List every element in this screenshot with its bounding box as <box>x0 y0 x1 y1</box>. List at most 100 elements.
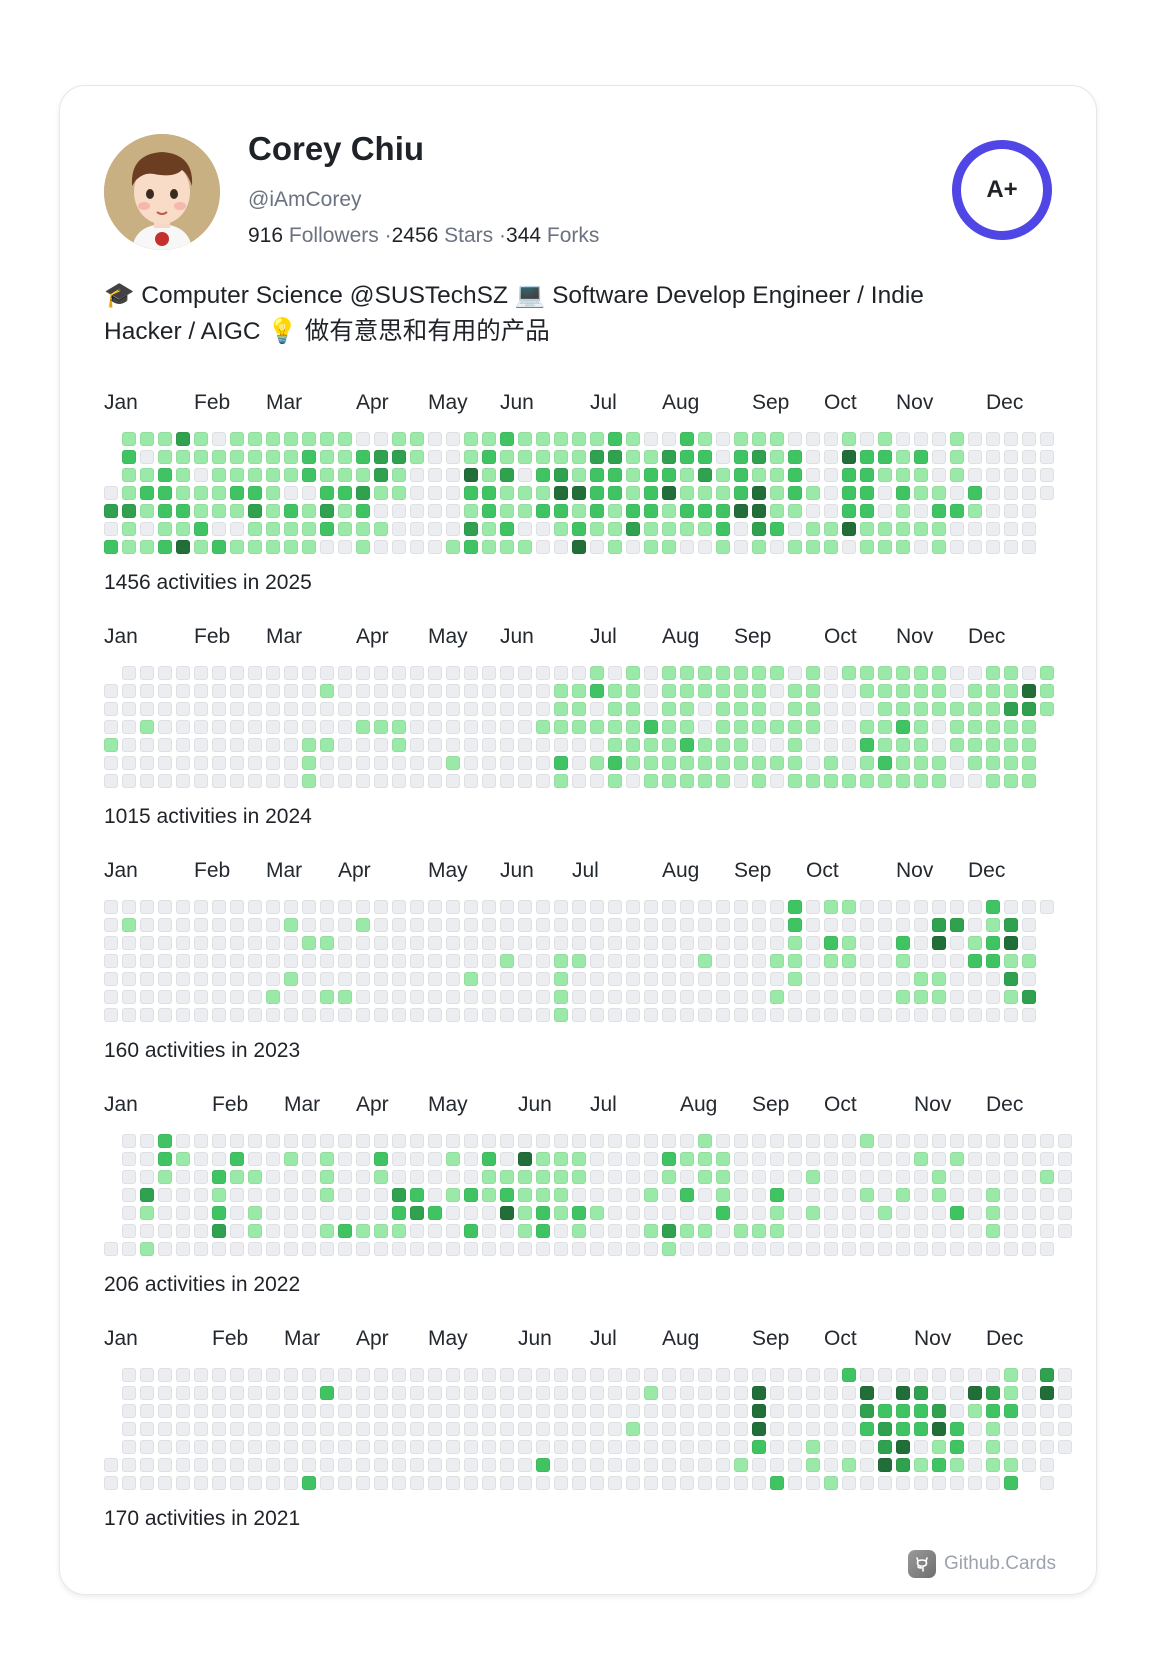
contribution-cell[interactable] <box>1040 1404 1054 1418</box>
contribution-cell[interactable] <box>878 1188 892 1202</box>
contribution-cell[interactable] <box>428 504 442 518</box>
contribution-cell[interactable] <box>572 954 586 968</box>
contribution-cell[interactable] <box>770 702 784 716</box>
contribution-cell[interactable] <box>734 666 748 680</box>
contribution-cell[interactable] <box>248 1422 262 1436</box>
contribution-cell[interactable] <box>248 1206 262 1220</box>
contribution-cell[interactable] <box>428 432 442 446</box>
contribution-cell[interactable] <box>860 954 874 968</box>
contribution-cell[interactable] <box>806 1188 820 1202</box>
contribution-cell[interactable] <box>608 666 622 680</box>
contribution-cell[interactable] <box>320 1242 334 1256</box>
contribution-cell[interactable] <box>842 684 856 698</box>
contribution-cell[interactable] <box>158 432 172 446</box>
contribution-cell[interactable] <box>878 540 892 554</box>
contribution-cell[interactable] <box>716 1476 730 1490</box>
contribution-cell[interactable] <box>248 756 262 770</box>
contribution-cell[interactable] <box>176 504 190 518</box>
contribution-cell[interactable] <box>842 1386 856 1400</box>
contribution-cell[interactable] <box>986 1386 1000 1400</box>
contribution-cell[interactable] <box>500 1134 514 1148</box>
contribution-cell[interactable] <box>464 450 478 464</box>
contribution-cell[interactable] <box>824 450 838 464</box>
contribution-cell[interactable] <box>590 1206 604 1220</box>
contribution-cell[interactable] <box>158 1422 172 1436</box>
contribution-cell[interactable] <box>284 1404 298 1418</box>
contribution-cell[interactable] <box>230 468 244 482</box>
contribution-cell[interactable] <box>374 1170 388 1184</box>
contribution-cell[interactable] <box>950 972 964 986</box>
contribution-cell[interactable] <box>752 954 766 968</box>
contribution-cell[interactable] <box>590 1008 604 1022</box>
contribution-cell[interactable] <box>248 684 262 698</box>
contribution-cell[interactable] <box>626 522 640 536</box>
contribution-cell[interactable] <box>662 900 676 914</box>
contribution-cell[interactable] <box>770 774 784 788</box>
contribution-cell[interactable] <box>824 1188 838 1202</box>
contribution-cell[interactable] <box>230 1404 244 1418</box>
contribution-cell[interactable] <box>410 1476 424 1490</box>
contribution-cell[interactable] <box>860 972 874 986</box>
contribution-cell[interactable] <box>770 954 784 968</box>
contribution-cell[interactable] <box>554 1422 568 1436</box>
contribution-cell[interactable] <box>500 1368 514 1382</box>
contribution-cell[interactable] <box>572 1134 586 1148</box>
contribution-cell[interactable] <box>806 756 820 770</box>
contribution-cell[interactable] <box>752 684 766 698</box>
contribution-cell[interactable] <box>572 1242 586 1256</box>
contribution-cell[interactable] <box>320 468 334 482</box>
contribution-cell[interactable] <box>230 1224 244 1238</box>
contribution-cell[interactable] <box>158 936 172 950</box>
contribution-cell[interactable] <box>734 1224 748 1238</box>
contribution-cell[interactable] <box>572 1386 586 1400</box>
contribution-cell[interactable] <box>986 1476 1000 1490</box>
contribution-cell[interactable] <box>266 990 280 1004</box>
contribution-cell[interactable] <box>590 702 604 716</box>
contribution-cell[interactable] <box>248 1170 262 1184</box>
contribution-cell[interactable] <box>266 504 280 518</box>
contribution-cell[interactable] <box>968 972 982 986</box>
contribution-cell[interactable] <box>932 684 946 698</box>
contribution-cell[interactable] <box>338 1476 352 1490</box>
contribution-cell[interactable] <box>680 1386 694 1400</box>
contribution-cell[interactable] <box>752 936 766 950</box>
contribution-cell[interactable] <box>320 1386 334 1400</box>
contribution-cell[interactable] <box>482 936 496 950</box>
contribution-cell[interactable] <box>842 1458 856 1472</box>
contribution-cell[interactable] <box>230 1440 244 1454</box>
contribution-cell[interactable] <box>788 738 802 752</box>
contribution-cell[interactable] <box>626 1206 640 1220</box>
contribution-cell[interactable] <box>176 936 190 950</box>
contribution-cell[interactable] <box>194 522 208 536</box>
contribution-cell[interactable] <box>590 954 604 968</box>
contribution-cell[interactable] <box>554 450 568 464</box>
contribution-cell[interactable] <box>698 486 712 500</box>
contribution-cell[interactable] <box>608 918 622 932</box>
contribution-cell[interactable] <box>248 1224 262 1238</box>
contribution-cell[interactable] <box>878 1152 892 1166</box>
contribution-cell[interactable] <box>104 774 118 788</box>
contribution-cell[interactable] <box>878 1476 892 1490</box>
contribution-cell[interactable] <box>230 504 244 518</box>
contribution-cell[interactable] <box>1040 900 1054 914</box>
contribution-cell[interactable] <box>428 1422 442 1436</box>
contribution-cell[interactable] <box>392 1386 406 1400</box>
contribution-cell[interactable] <box>626 504 640 518</box>
contribution-cell[interactable] <box>302 1242 316 1256</box>
contribution-cell[interactable] <box>464 522 478 536</box>
contribution-cell[interactable] <box>932 918 946 932</box>
contribution-cell[interactable] <box>554 1206 568 1220</box>
contribution-cell[interactable] <box>212 504 226 518</box>
contribution-cell[interactable] <box>122 1008 136 1022</box>
contribution-cell[interactable] <box>644 1404 658 1418</box>
contribution-cell[interactable] <box>842 1368 856 1382</box>
contribution-cell[interactable] <box>446 1008 460 1022</box>
contribution-cell[interactable] <box>158 738 172 752</box>
contribution-cell[interactable] <box>464 1188 478 1202</box>
contribution-cell[interactable] <box>626 990 640 1004</box>
contribution-cell[interactable] <box>680 1008 694 1022</box>
contribution-cell[interactable] <box>392 1188 406 1202</box>
contribution-cell[interactable] <box>536 900 550 914</box>
contribution-cell[interactable] <box>608 954 622 968</box>
contribution-cell[interactable] <box>302 468 316 482</box>
